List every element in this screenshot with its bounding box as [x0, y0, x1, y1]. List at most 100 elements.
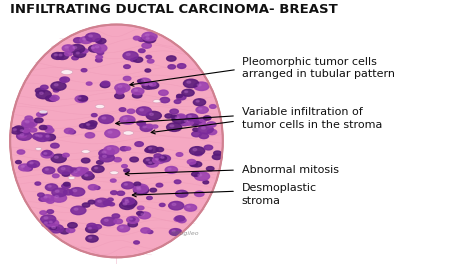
- Circle shape: [84, 172, 92, 176]
- Circle shape: [188, 115, 191, 117]
- Circle shape: [118, 225, 130, 232]
- Circle shape: [185, 114, 198, 121]
- Circle shape: [62, 45, 74, 52]
- Circle shape: [95, 46, 99, 48]
- Circle shape: [156, 147, 164, 152]
- Circle shape: [77, 169, 80, 171]
- Circle shape: [27, 161, 39, 168]
- Circle shape: [60, 78, 66, 82]
- Circle shape: [36, 90, 51, 99]
- Circle shape: [64, 128, 74, 134]
- Circle shape: [175, 117, 179, 119]
- Circle shape: [45, 222, 47, 224]
- Circle shape: [73, 190, 77, 192]
- Circle shape: [40, 211, 46, 215]
- Circle shape: [194, 172, 210, 181]
- Circle shape: [100, 82, 109, 88]
- Circle shape: [35, 118, 43, 123]
- Circle shape: [122, 198, 135, 205]
- Circle shape: [99, 153, 114, 162]
- Circle shape: [73, 47, 77, 49]
- Circle shape: [88, 121, 97, 126]
- Circle shape: [36, 88, 45, 93]
- Circle shape: [132, 93, 142, 98]
- Circle shape: [150, 188, 156, 192]
- Circle shape: [134, 241, 139, 244]
- Circle shape: [51, 143, 59, 148]
- Circle shape: [142, 32, 157, 41]
- Circle shape: [102, 151, 106, 153]
- Circle shape: [85, 174, 88, 176]
- Circle shape: [117, 90, 124, 94]
- Circle shape: [184, 120, 187, 122]
- Circle shape: [22, 123, 29, 127]
- Circle shape: [170, 125, 174, 127]
- Circle shape: [74, 171, 77, 173]
- Circle shape: [156, 183, 163, 187]
- Circle shape: [184, 204, 197, 211]
- Circle shape: [177, 64, 186, 68]
- Circle shape: [46, 220, 59, 227]
- Circle shape: [53, 174, 59, 178]
- Circle shape: [198, 174, 201, 176]
- Circle shape: [192, 162, 202, 167]
- Circle shape: [20, 130, 23, 131]
- Circle shape: [97, 161, 103, 164]
- Circle shape: [64, 190, 73, 195]
- Text: Desmoplastic
stroma: Desmoplastic stroma: [242, 183, 317, 206]
- Circle shape: [39, 197, 46, 201]
- Circle shape: [146, 55, 152, 59]
- Circle shape: [204, 145, 213, 150]
- Circle shape: [61, 168, 65, 170]
- Circle shape: [41, 195, 54, 202]
- Circle shape: [110, 191, 117, 194]
- Text: Variable infiltration of
tumor cells in the stroma: Variable infiltration of tumor cells in …: [242, 107, 382, 130]
- Circle shape: [187, 160, 196, 164]
- Circle shape: [44, 196, 47, 198]
- Circle shape: [172, 230, 175, 232]
- Circle shape: [115, 84, 130, 92]
- Circle shape: [59, 54, 62, 56]
- Circle shape: [98, 200, 101, 202]
- Circle shape: [92, 166, 104, 172]
- Circle shape: [123, 76, 131, 81]
- Circle shape: [158, 155, 171, 162]
- Circle shape: [112, 214, 119, 218]
- Circle shape: [137, 211, 143, 215]
- Circle shape: [50, 95, 59, 101]
- Circle shape: [101, 217, 116, 226]
- Circle shape: [48, 222, 54, 225]
- Circle shape: [94, 225, 101, 229]
- Circle shape: [118, 87, 125, 91]
- Circle shape: [43, 167, 55, 174]
- Circle shape: [30, 162, 33, 164]
- Circle shape: [120, 227, 123, 228]
- Circle shape: [124, 169, 129, 172]
- Circle shape: [37, 193, 44, 197]
- Circle shape: [96, 58, 102, 62]
- Circle shape: [46, 169, 48, 170]
- Circle shape: [138, 49, 145, 53]
- Circle shape: [65, 46, 68, 48]
- Circle shape: [144, 36, 155, 43]
- Circle shape: [119, 201, 135, 209]
- Circle shape: [35, 133, 50, 142]
- Circle shape: [145, 69, 151, 72]
- Circle shape: [105, 149, 114, 154]
- Circle shape: [165, 167, 177, 173]
- Circle shape: [22, 128, 30, 132]
- Circle shape: [55, 190, 59, 192]
- Circle shape: [85, 33, 100, 41]
- Circle shape: [68, 223, 77, 228]
- Circle shape: [69, 130, 75, 134]
- Circle shape: [214, 151, 221, 155]
- Circle shape: [130, 157, 138, 162]
- Circle shape: [137, 188, 141, 190]
- Circle shape: [146, 196, 152, 200]
- Circle shape: [134, 182, 141, 186]
- Circle shape: [39, 125, 47, 130]
- Circle shape: [133, 57, 143, 62]
- Circle shape: [124, 184, 128, 185]
- Circle shape: [175, 190, 188, 197]
- Circle shape: [39, 92, 43, 94]
